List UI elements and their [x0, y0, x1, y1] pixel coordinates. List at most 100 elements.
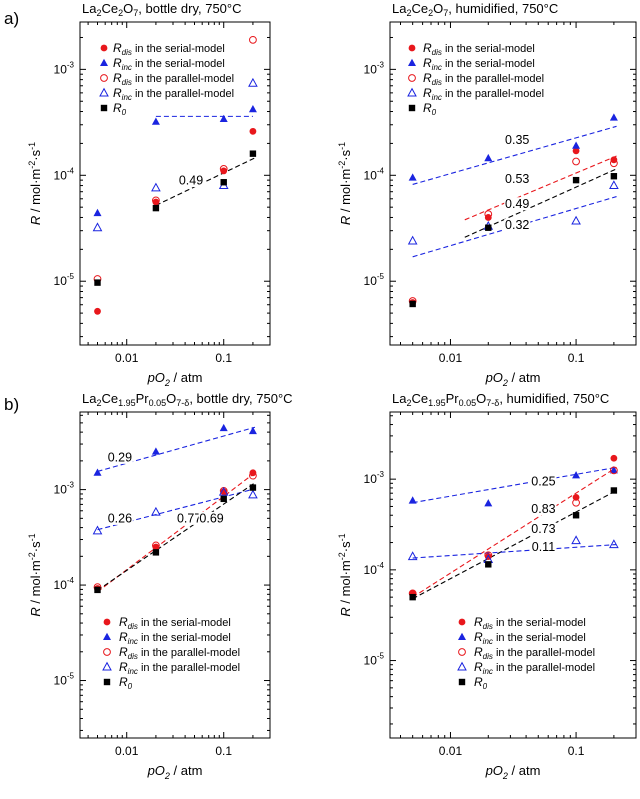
- x-tick-label: 0.01: [439, 744, 463, 758]
- data-point-s0: [220, 167, 228, 175]
- data-point-s2: [249, 35, 257, 44]
- chart-panel-a-left: La2Ce2O7, bottle dry, 750°C 0.01 0.1 10-5 10…: [27, 1, 271, 388]
- slope-annotation: 0.29: [108, 450, 132, 464]
- annotation-bg: [504, 218, 531, 232]
- legend-entry: Rinc in the serial-model: [423, 56, 535, 72]
- x-tick-label: 0.01: [115, 744, 139, 758]
- data-point-s0: [249, 469, 257, 477]
- data-point-s2: [152, 196, 160, 205]
- data-point-s4: [249, 150, 257, 157]
- slope-annotation: 0.77: [177, 511, 201, 525]
- slope-annotation: 0.83: [531, 502, 555, 516]
- data-point-s3: [151, 506, 161, 516]
- annotation-bg: [530, 540, 557, 554]
- plot-frame: [389, 21, 637, 346]
- y-tick-label: 10-3: [54, 481, 75, 497]
- data-point-s1: [219, 114, 228, 122]
- legend-entry: Rdis in the serial-model: [113, 41, 225, 57]
- legend-entry: Rdis in the parallel-model: [113, 71, 234, 87]
- slope-annotation: 0.53: [505, 172, 529, 186]
- data-point-s3: [92, 525, 103, 535]
- legend-marker: [100, 44, 108, 52]
- slope-annotation: 0.49: [505, 197, 529, 211]
- data-point-s2: [249, 471, 257, 480]
- legend-marker: [103, 678, 111, 686]
- data-point-s3: [92, 222, 103, 232]
- legend-marker: [408, 58, 416, 66]
- data-point-s4: [485, 224, 492, 231]
- legend-entry: R0: [119, 675, 133, 691]
- legend-entry: Rinc in the parallel-model: [113, 86, 234, 102]
- data-point-s4: [572, 512, 580, 519]
- annotation-bg: [530, 475, 557, 489]
- data-point-s1: [219, 423, 228, 432]
- data-point-s4: [572, 176, 580, 184]
- data-point-s1: [484, 499, 493, 507]
- y-axis-label: R / mol·m-2·s-1: [27, 142, 43, 225]
- data-point-s1: [609, 113, 618, 121]
- fit-line-black: [155, 157, 256, 206]
- data-point-s4: [94, 586, 101, 594]
- y-tick-label: 10-4: [364, 166, 385, 182]
- fit-line-blue: [412, 544, 617, 559]
- data-point-s1: [609, 466, 618, 474]
- fit-line-red: [412, 466, 617, 598]
- data-point-s1: [248, 426, 257, 435]
- legend-marker: [458, 618, 466, 626]
- data-point-s1: [151, 447, 160, 455]
- annotation-bg: [198, 511, 225, 525]
- legend-marker: [103, 618, 111, 626]
- data-point-s1: [484, 153, 493, 162]
- chart-panel-b-left: La2Ce1.95Pr0.05O7-δ, bottle dry, 750°C 0.…: [27, 391, 293, 781]
- x-axis-label: pO2 / atm: [485, 370, 541, 388]
- legend-entry: R0: [423, 101, 437, 117]
- data-point-s4: [485, 561, 492, 568]
- legend-entry: Rinc in the serial-model: [119, 630, 231, 646]
- slope-annotation: 0.32: [505, 218, 529, 232]
- data-point-s4: [610, 487, 618, 494]
- annotation-bg: [106, 450, 133, 464]
- data-point-s3: [609, 180, 619, 190]
- slope-annotation: 0.11: [532, 540, 555, 554]
- y-tick-label: 10-3: [54, 60, 75, 76]
- y-tick-label: 10-4: [364, 561, 385, 577]
- data-point-s0: [94, 307, 101, 315]
- legend-marker: [408, 74, 416, 82]
- legend-entry: Rdis in the parallel-model: [119, 645, 240, 661]
- data-point-s2: [609, 466, 618, 475]
- data-point-s4: [249, 484, 257, 491]
- x-tick-label: 0.1: [215, 351, 232, 365]
- y-tick-label: 10-5: [54, 672, 75, 688]
- data-point-s0: [610, 454, 618, 462]
- x-tick-label: 0.01: [439, 351, 463, 365]
- annotation-bg: [504, 197, 531, 211]
- plot-frame: [79, 21, 271, 346]
- data-point-s1: [151, 117, 160, 125]
- data-point-s3: [151, 182, 161, 192]
- data-point-s3: [609, 539, 619, 549]
- y-tick-label: 10-5: [54, 272, 75, 288]
- data-point-s1: [572, 471, 581, 479]
- data-point-s2: [152, 541, 160, 550]
- x-axis-label: pO2 / atm: [485, 763, 541, 781]
- data-point-s0: [152, 198, 160, 206]
- chart-panel-b-right: La2Ce1.95Pr0.05O7-δ, humidified, 750°C 0.…: [337, 391, 637, 781]
- chart-title: La2Ce1.95Pr0.05O7-δ, bottle dry, 750°C: [82, 391, 293, 408]
- chart-title: La2Ce2O7, humidified, 750°C: [392, 1, 558, 18]
- data-point-s2: [484, 210, 493, 219]
- y-axis-label: R / mol·m-2·s-1: [337, 533, 353, 616]
- legend-entry: Rinc in the serial-model: [474, 630, 586, 646]
- legend-marker: [407, 87, 417, 97]
- y-tick-label: 10-4: [54, 576, 75, 592]
- annotation-bg: [504, 133, 531, 147]
- data-point-s4: [94, 279, 101, 286]
- x-axis-label: pO2 / atm: [147, 370, 203, 388]
- data-point-s3: [248, 77, 258, 87]
- data-point-s0: [572, 147, 580, 155]
- y-tick-label: 10-4: [54, 166, 75, 182]
- legend-marker: [408, 104, 416, 112]
